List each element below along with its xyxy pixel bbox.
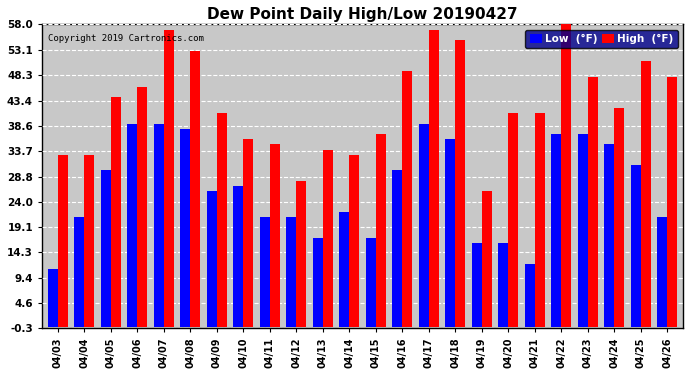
- Legend: Low  (°F), High  (°F): Low (°F), High (°F): [525, 30, 678, 48]
- Bar: [578, 134, 588, 327]
- Bar: [244, 139, 253, 327]
- Bar: [180, 129, 190, 327]
- Bar: [270, 144, 280, 327]
- Bar: [296, 181, 306, 327]
- Bar: [472, 243, 482, 327]
- Bar: [259, 217, 270, 327]
- Bar: [339, 212, 349, 327]
- Bar: [233, 186, 244, 327]
- Bar: [101, 171, 111, 327]
- Bar: [419, 123, 428, 327]
- Bar: [58, 155, 68, 327]
- Bar: [127, 123, 137, 327]
- Bar: [217, 113, 227, 327]
- Bar: [111, 98, 121, 327]
- Bar: [657, 217, 667, 327]
- Bar: [207, 191, 217, 327]
- Bar: [455, 40, 465, 327]
- Bar: [323, 150, 333, 327]
- Bar: [366, 238, 376, 327]
- Text: Copyright 2019 Cartronics.com: Copyright 2019 Cartronics.com: [48, 34, 204, 43]
- Bar: [75, 217, 84, 327]
- Bar: [376, 134, 386, 327]
- Bar: [402, 71, 413, 327]
- Bar: [48, 270, 58, 327]
- Bar: [614, 108, 624, 327]
- Bar: [667, 76, 677, 327]
- Bar: [286, 217, 296, 327]
- Title: Dew Point Daily High/Low 20190427: Dew Point Daily High/Low 20190427: [207, 7, 518, 22]
- Bar: [509, 113, 518, 327]
- Bar: [482, 191, 492, 327]
- Bar: [641, 61, 651, 327]
- Bar: [551, 134, 561, 327]
- Bar: [631, 165, 641, 327]
- Bar: [498, 243, 509, 327]
- Bar: [524, 264, 535, 327]
- Bar: [313, 238, 323, 327]
- Bar: [137, 87, 148, 327]
- Bar: [164, 30, 174, 327]
- Bar: [604, 144, 614, 327]
- Bar: [445, 139, 455, 327]
- Bar: [535, 113, 545, 327]
- Bar: [561, 24, 571, 327]
- Bar: [588, 76, 598, 327]
- Bar: [349, 155, 359, 327]
- Bar: [428, 30, 439, 327]
- Bar: [392, 171, 402, 327]
- Bar: [154, 123, 164, 327]
- Bar: [190, 51, 200, 327]
- Bar: [84, 155, 95, 327]
